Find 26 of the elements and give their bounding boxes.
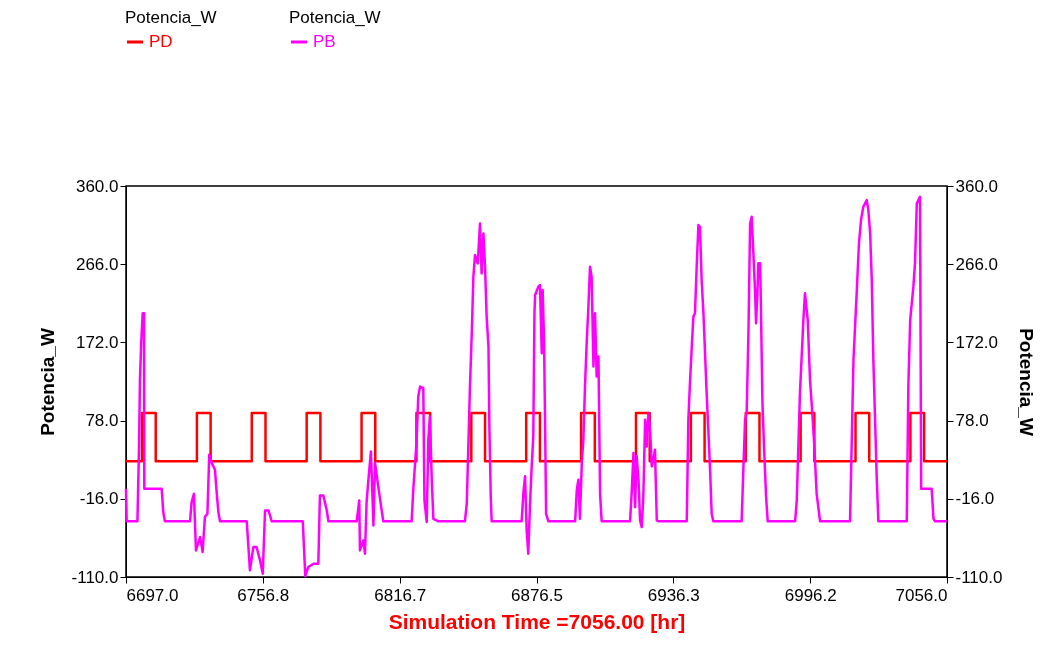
legend-title: Potencia_W: [125, 8, 217, 27]
y2-tick-label: 78.0: [955, 411, 989, 431]
y2-tick-label: 360.0: [955, 176, 999, 196]
y2-tick-label: 266.0: [955, 254, 999, 274]
x-axis-title: Simulation Time =7056.00 [hr]: [388, 609, 686, 633]
x-tick-label: 6996.2: [784, 585, 837, 605]
y2-tick-label: 172.0: [955, 332, 999, 352]
y-tick-label: 360.0: [75, 176, 119, 196]
x-tick-label: 6816.7: [374, 585, 427, 605]
y-tick-label: 78.0: [85, 411, 119, 431]
x-tick-label: 7056.0: [895, 585, 948, 605]
legend-label: PB: [313, 32, 336, 51]
text: Potencia_W: [289, 8, 381, 27]
x-tick-label: 6756.8: [237, 585, 290, 605]
y-tick-label: 172.0: [75, 332, 119, 352]
x-tick-label: 6876.5: [511, 585, 563, 605]
y2-axis-title: Potencia_W: [1016, 328, 1038, 436]
y-tick-label: 266.0: [75, 254, 119, 274]
y-tick-label: -110.0: [71, 567, 119, 587]
x-tick-label: 6697.0: [126, 585, 179, 605]
x-tick-label: 6936.3: [647, 585, 700, 605]
legend-label: PD: [149, 32, 173, 51]
y2-tick-label: -110.0: [955, 567, 1003, 587]
y-axis-title: Potencia_W: [36, 328, 58, 436]
y2-tick-label: -16.0: [955, 489, 995, 509]
y-tick-label: -16.0: [79, 489, 119, 509]
